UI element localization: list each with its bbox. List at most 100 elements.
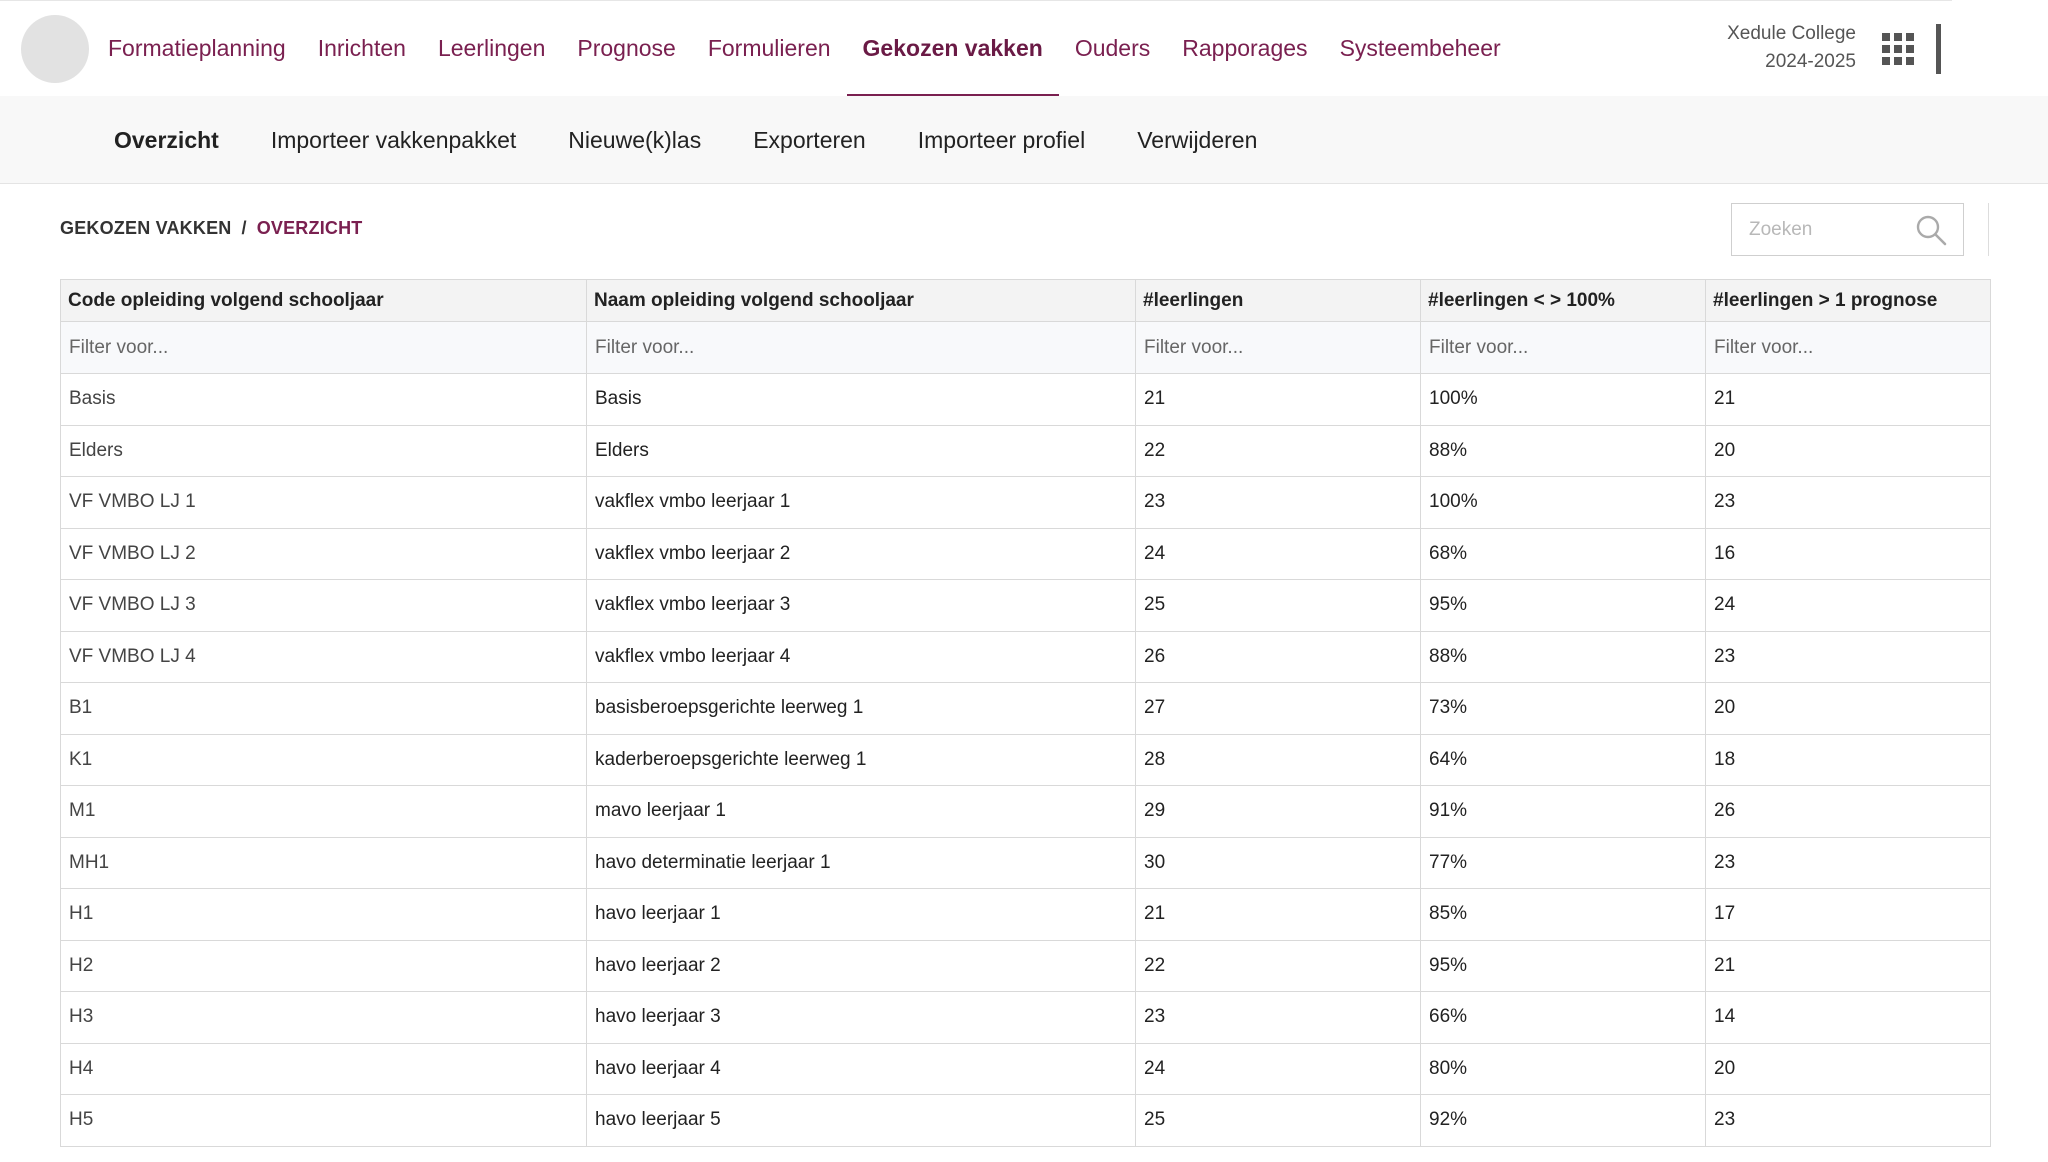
nav-item-gekozen-vakken[interactable]: Gekozen vakken xyxy=(846,0,1060,96)
column-header[interactable]: Naam opleiding volgend schooljaar xyxy=(586,279,1136,322)
table-row[interactable]: VF VMBO LJ 3 vakflex vmbo leerjaar 3 25 95%… xyxy=(60,579,1991,632)
table-cell: H4 xyxy=(60,1042,587,1095)
table-cell: 24 xyxy=(1705,579,1991,632)
table-cell: 85% xyxy=(1420,888,1706,941)
table-cell: 26 xyxy=(1135,630,1421,683)
table-cell: VF VMBO LJ 3 xyxy=(60,579,587,632)
column-header[interactable]: Code opleiding volgend schooljaar xyxy=(60,279,587,322)
subnav-item-nieuwe-k-las[interactable]: Nieuwe(k)las xyxy=(568,126,702,153)
table-row[interactable]: VF VMBO LJ 2 vakflex vmbo leerjaar 2 24 68%… xyxy=(60,527,1991,580)
table-cell: 88% xyxy=(1420,424,1706,477)
table-cell: VF VMBO LJ 4 xyxy=(60,630,587,683)
top-navigation: Formatieplanning Inrichten Leerlingen Progn… xyxy=(0,0,2048,96)
column-header[interactable]: #leerlingen < > 100% xyxy=(1420,279,1706,322)
table-row[interactable]: M1 mavo leerjaar 1 29 91% 26 xyxy=(60,785,1991,838)
search-input[interactable] xyxy=(1732,204,1912,255)
table-cell: 21 xyxy=(1705,939,1991,992)
filter-cell xyxy=(60,321,587,374)
table-row[interactable]: H2 havo leerjaar 2 22 95% 21 xyxy=(60,939,1991,992)
menu-handle[interactable] xyxy=(1936,24,1941,74)
table-cell: K1 xyxy=(60,733,587,786)
subnav-item-importeer-profiel[interactable]: Importeer profiel xyxy=(917,126,1086,153)
column-filter-input[interactable] xyxy=(1421,322,1705,373)
table-cell: 23 xyxy=(1705,1094,1991,1147)
column-filter-input[interactable] xyxy=(61,322,586,373)
table-cell: 73% xyxy=(1420,682,1706,735)
school-name: Xedule College xyxy=(1727,23,1856,44)
subnav-item-importeer-vakkenpakket[interactable]: Importeer vakkenpakket xyxy=(270,126,517,153)
table-header-row: Code opleiding volgend schooljaar Naam op… xyxy=(60,279,1991,322)
table-cell: 14 xyxy=(1705,991,1991,1044)
nav-item-formulieren[interactable]: Formulieren xyxy=(707,34,831,61)
table-cell: 30 xyxy=(1135,836,1421,889)
table-cell: VF VMBO LJ 2 xyxy=(60,527,587,580)
table-cell: 23 xyxy=(1135,476,1421,529)
table-row[interactable]: VF VMBO LJ 1 vakflex vmbo leerjaar 1 23 100… xyxy=(60,476,1991,529)
nav-item-rapporages[interactable]: Rapporages xyxy=(1182,34,1308,61)
table-cell: 21 xyxy=(1705,373,1991,426)
column-filter-input[interactable] xyxy=(587,322,1135,373)
table-cell: 18 xyxy=(1705,733,1991,786)
sub-menu: Overzicht Importeer vakkenpakket Nieuwe(k)… xyxy=(88,96,1283,184)
table-cell: Elders xyxy=(586,424,1136,477)
column-filter-input[interactable] xyxy=(1136,322,1420,373)
table-cell: Basis xyxy=(586,373,1136,426)
table-cell: 26 xyxy=(1705,785,1991,838)
table-cell: H3 xyxy=(60,991,587,1044)
table-row[interactable]: H4 havo leerjaar 4 24 80% 20 xyxy=(60,1042,1991,1095)
table-cell: 28 xyxy=(1135,733,1421,786)
search-icon[interactable] xyxy=(1915,214,1947,246)
table-filter-row xyxy=(60,321,1991,374)
nav-item-ouders[interactable]: Ouders xyxy=(1074,34,1151,61)
column-header[interactable]: #leerlingen > 1 prognose xyxy=(1705,279,1991,322)
table-cell: 66% xyxy=(1420,991,1706,1044)
column-header[interactable]: #leerlingen xyxy=(1135,279,1421,322)
table-row[interactable]: MH1 havo determinatie leerjaar 1 30 77% 23 xyxy=(60,836,1991,889)
table-cell: 68% xyxy=(1420,527,1706,580)
table-cell: mavo leerjaar 1 xyxy=(586,785,1136,838)
table-row[interactable]: H5 havo leerjaar 5 25 92% 23 xyxy=(60,1094,1991,1147)
table-cell: 29 xyxy=(1135,785,1421,838)
table-container: Code opleiding volgend schooljaar Naam op… xyxy=(60,279,1991,1147)
breadcrumb: GEKOZEN VAKKEN / OVERZICHT xyxy=(60,218,363,239)
table-cell: havo leerjaar 1 xyxy=(586,888,1136,941)
filter-cell xyxy=(1420,321,1706,374)
table-cell: 64% xyxy=(1420,733,1706,786)
table-cell: 92% xyxy=(1420,1094,1706,1147)
avatar[interactable] xyxy=(21,15,89,83)
table-cell: vakflex vmbo leerjaar 3 xyxy=(586,579,1136,632)
table-cell: vakflex vmbo leerjaar 1 xyxy=(586,476,1136,529)
column-filter-input[interactable] xyxy=(1706,322,1990,373)
table-row[interactable]: B1 basisberoepsgerichte leerweg 1 27 73% 20 xyxy=(60,682,1991,735)
table-cell: 21 xyxy=(1135,373,1421,426)
table-cell: H5 xyxy=(60,1094,587,1147)
nav-item-inrichten[interactable]: Inrichten xyxy=(317,34,406,61)
nav-item-leerlingen[interactable]: Leerlingen xyxy=(437,34,546,61)
table-cell: 23 xyxy=(1705,630,1991,683)
nav-item-prognose[interactable]: Prognose xyxy=(577,34,676,61)
table-cell: havo leerjaar 5 xyxy=(586,1094,1136,1147)
gekozen-vakken-table: Code opleiding volgend schooljaar Naam op… xyxy=(60,279,1991,1147)
table-cell: 20 xyxy=(1705,682,1991,735)
breadcrumb-parent[interactable]: GEKOZEN VAKKEN xyxy=(60,218,232,238)
search-box xyxy=(1731,203,1964,256)
table-row[interactable]: K1 kaderberoepsgerichte leerweg 1 28 64% 18 xyxy=(60,733,1991,786)
table-row[interactable]: H1 havo leerjaar 1 21 85% 17 xyxy=(60,888,1991,941)
table-cell: H1 xyxy=(60,888,587,941)
table-cell: basisberoepsgerichte leerweg 1 xyxy=(586,682,1136,735)
table-row[interactable]: H3 havo leerjaar 3 23 66% 14 xyxy=(60,991,1991,1044)
subnav-item-verwijderen[interactable]: Verwijderen xyxy=(1137,126,1258,153)
table-row[interactable]: VF VMBO LJ 4 vakflex vmbo leerjaar 4 26 88%… xyxy=(60,630,1991,683)
table-row[interactable]: Basis Basis 21 100% 21 xyxy=(60,373,1991,426)
table-cell: vakflex vmbo leerjaar 2 xyxy=(586,527,1136,580)
table-cell: 100% xyxy=(1420,476,1706,529)
filter-cell xyxy=(586,321,1136,374)
grid-icon[interactable] xyxy=(1882,33,1914,65)
nav-item-systeembeheer[interactable]: Systeembeheer xyxy=(1339,34,1501,61)
subnav-item-overzicht[interactable]: Overzicht xyxy=(114,126,219,153)
nav-item-formatieplanning[interactable]: Formatieplanning xyxy=(108,34,286,61)
subnav-item-exporteren[interactable]: Exporteren xyxy=(753,126,866,153)
table-row[interactable]: Elders Elders 22 88% 20 xyxy=(60,424,1991,477)
table-cell: 88% xyxy=(1420,630,1706,683)
table-cell: havo leerjaar 4 xyxy=(586,1042,1136,1095)
